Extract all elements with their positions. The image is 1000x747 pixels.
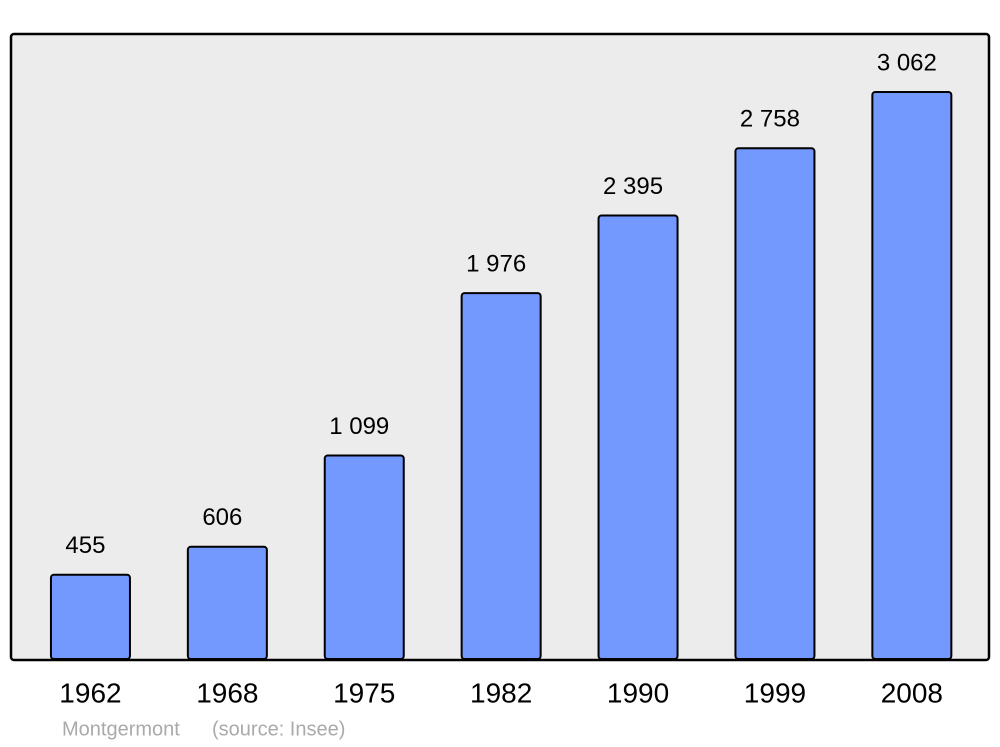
- source: (source: Insee): [212, 718, 345, 740]
- value-label: 1 976: [466, 250, 526, 277]
- x-tick-label: 1990: [607, 677, 669, 708]
- bar: [186, 545, 268, 660]
- x-tick-label: 2008: [881, 677, 943, 708]
- value-label: 3 062: [877, 49, 937, 76]
- bar: [323, 454, 405, 660]
- value-label: 606: [202, 504, 242, 531]
- bar: [460, 292, 542, 660]
- x-tick-label: 1999: [744, 677, 806, 708]
- bar: [49, 573, 131, 660]
- value-label: 2 395: [603, 173, 663, 200]
- x-tick-label: 1962: [59, 677, 121, 708]
- bar: [597, 214, 679, 661]
- bar: [734, 147, 816, 660]
- bar: [871, 91, 953, 660]
- x-tick-label: 1982: [470, 677, 532, 708]
- x-tick-label: 1975: [333, 677, 395, 708]
- value-label: 1 099: [329, 413, 389, 440]
- x-tick-label: 1968: [196, 677, 258, 708]
- value-label: 455: [65, 532, 105, 559]
- caption: Montgermont: [62, 718, 180, 740]
- value-label: 2 758: [740, 106, 800, 133]
